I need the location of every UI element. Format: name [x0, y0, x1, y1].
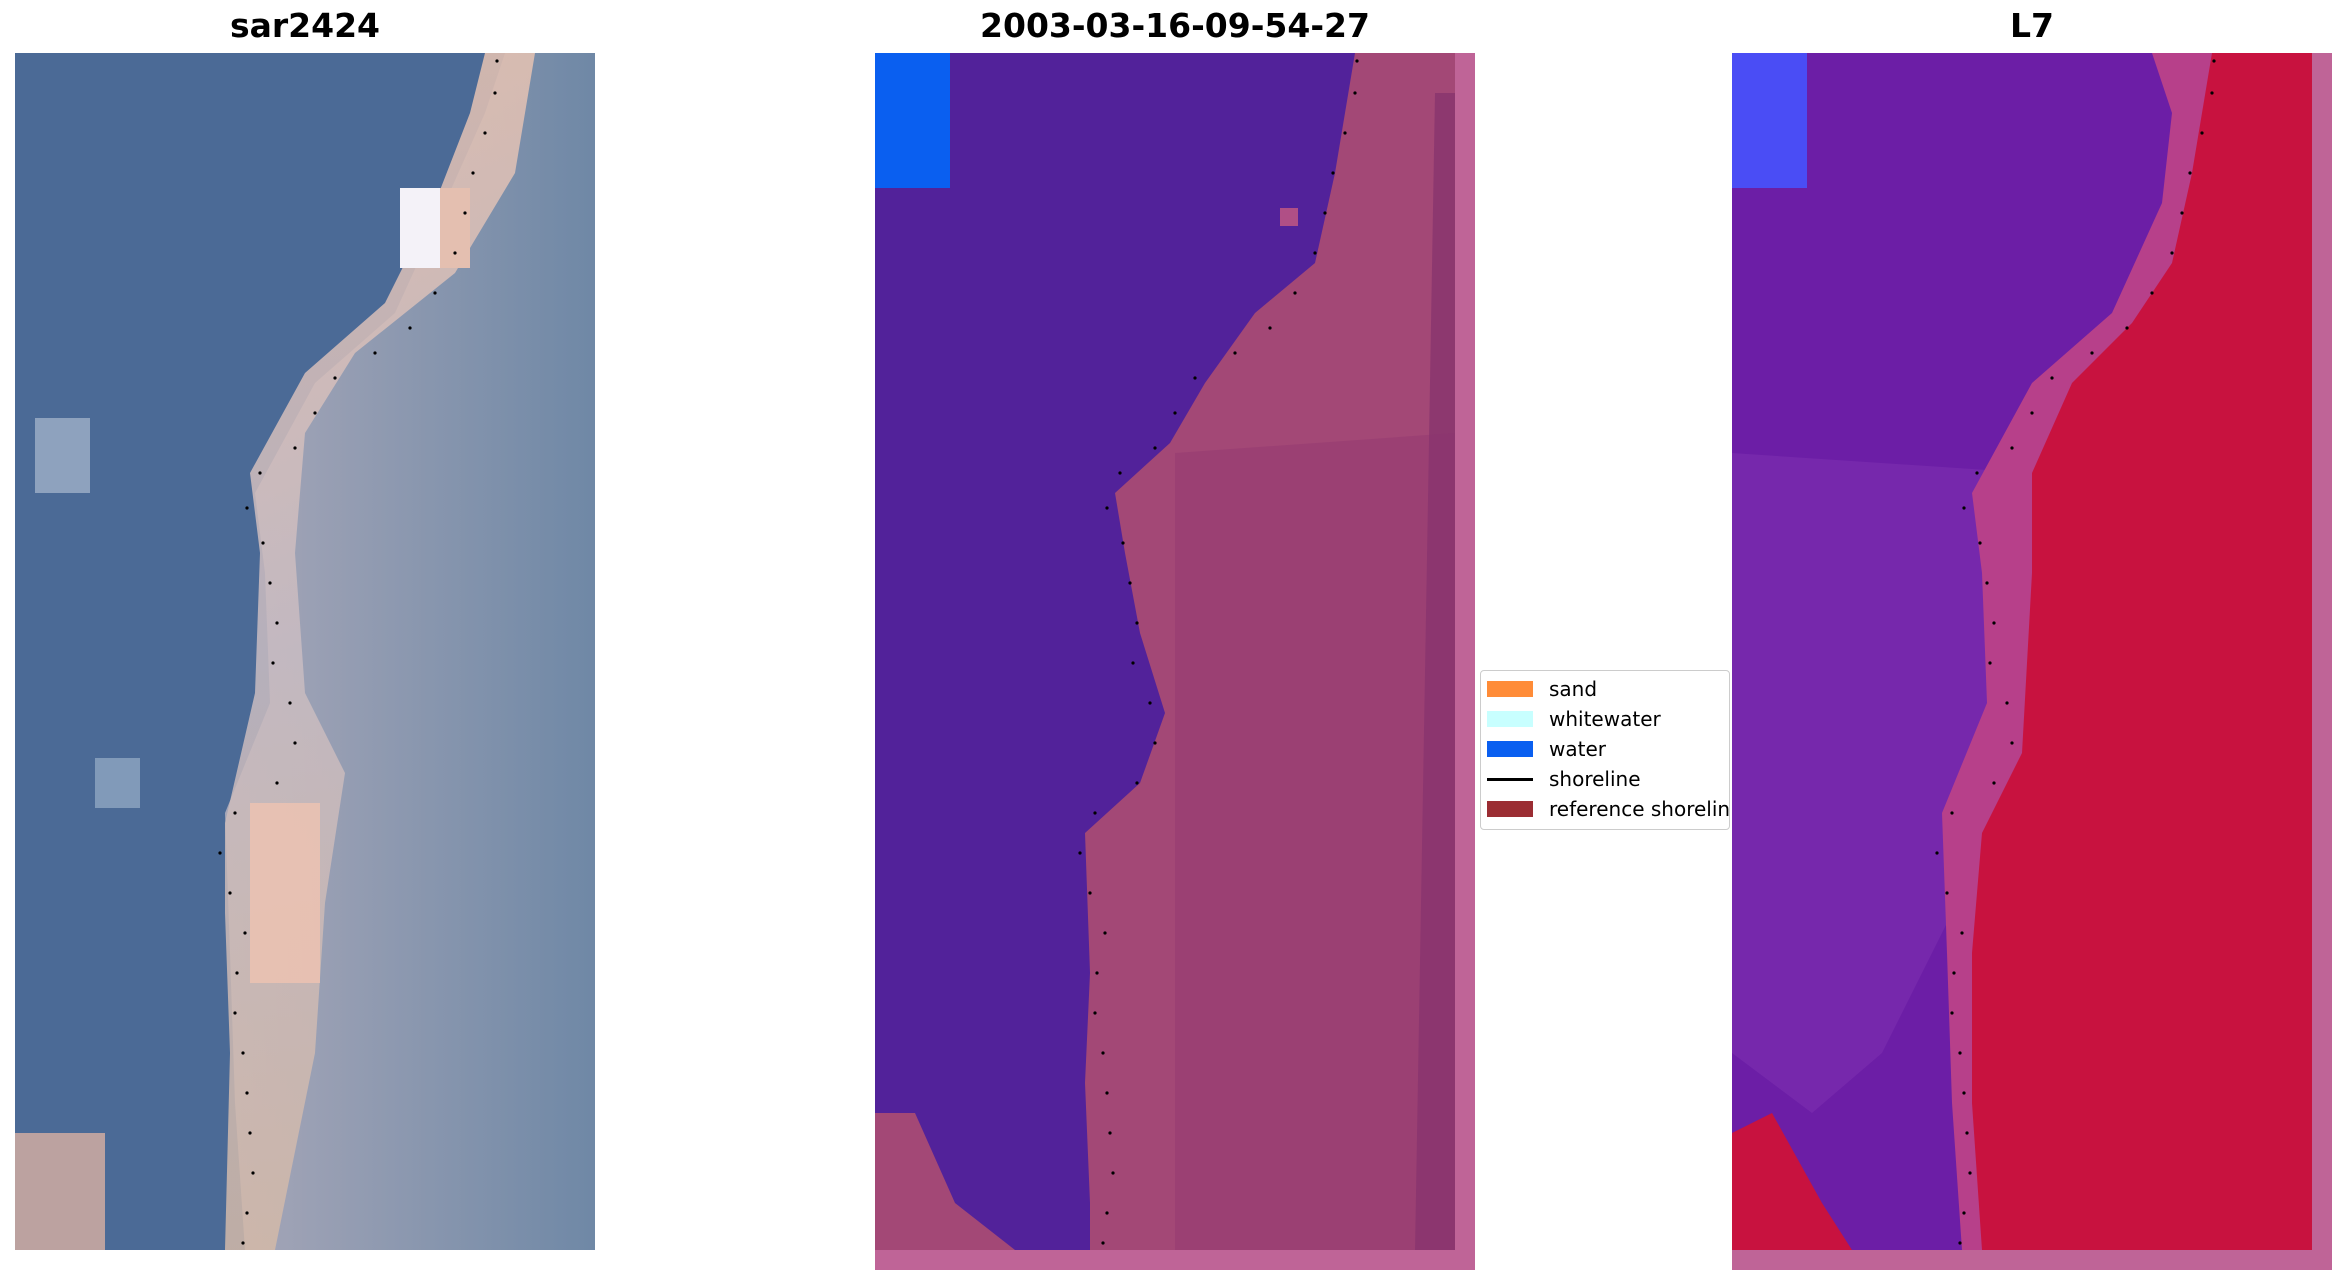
l7-image-panel	[1732, 53, 2332, 1270]
shoreline-line-swatch	[1487, 777, 1533, 781]
legend-label-reference-shoreline: reference shoreline	[1549, 797, 1730, 821]
whitewater-swatch	[1487, 711, 1533, 727]
rgb-image	[15, 53, 595, 1250]
middle-panel-title: 2003-03-16-09-54-27	[980, 6, 1370, 45]
sand-swatch	[1487, 681, 1533, 697]
legend-label-sand: sand	[1549, 677, 1598, 701]
classified-image-panel	[875, 53, 1475, 1270]
water-swatch	[1487, 741, 1533, 757]
legend-item-whitewater: whitewater	[1487, 705, 1661, 733]
legend-label-water: water	[1549, 737, 1606, 761]
rgb-image-panel	[15, 53, 595, 1250]
classified-image	[875, 53, 1475, 1270]
left-panel-title: sar2424	[229, 6, 381, 45]
legend-label-shoreline: shoreline	[1549, 767, 1641, 791]
legend-label-whitewater: whitewater	[1549, 707, 1661, 731]
l7-image	[1732, 53, 2332, 1270]
legend-item-shoreline: shoreline	[1487, 765, 1641, 793]
legend: sand whitewater water shoreline referenc…	[1480, 670, 1730, 830]
legend-item-sand: sand	[1487, 675, 1597, 703]
legend-item-water: water	[1487, 735, 1606, 763]
right-panel-title: L7	[2010, 6, 2054, 45]
legend-item-reference-shoreline: reference shoreline	[1487, 795, 1730, 823]
reference-shoreline-swatch	[1487, 801, 1533, 817]
